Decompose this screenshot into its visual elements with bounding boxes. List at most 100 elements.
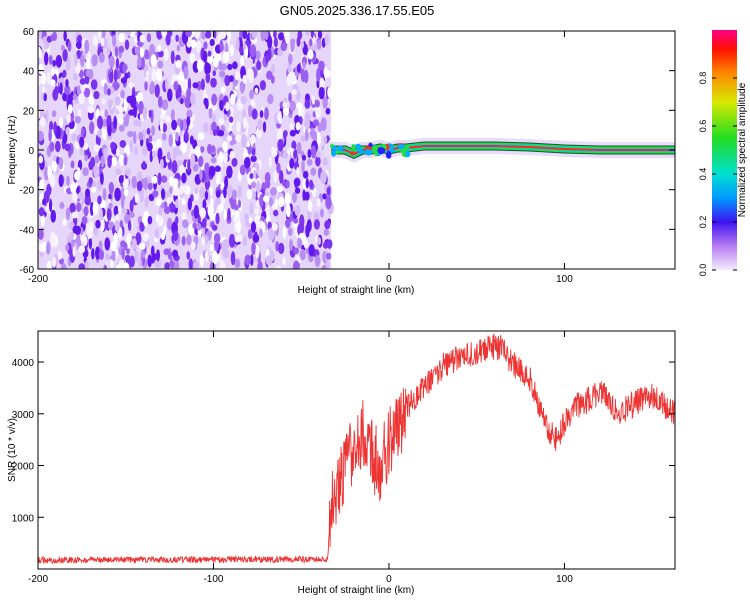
noise-blob (276, 128, 283, 143)
noise-blob (110, 141, 116, 150)
noise-blob (124, 39, 130, 51)
noise-blob (65, 78, 69, 88)
noise-blob (212, 56, 220, 68)
noise-blob (158, 207, 163, 216)
noise-blob (118, 125, 125, 132)
noise-blob (179, 98, 184, 105)
noise-blob (50, 34, 56, 41)
noise-blob (263, 195, 270, 203)
noise-blob (170, 109, 175, 122)
noise-blob (271, 222, 278, 232)
noise-blob (254, 231, 258, 243)
noise-blob (181, 212, 187, 222)
noise-blob (180, 71, 185, 82)
colorbar-tick-label: 0.6 (698, 120, 708, 133)
signal-blob (405, 150, 411, 158)
noise-blob (170, 50, 175, 65)
noise-blob (318, 60, 325, 73)
noise-blob (192, 82, 199, 89)
noise-blob (65, 207, 71, 221)
noise-blob (324, 34, 330, 46)
noise-blob (251, 242, 256, 255)
noise-blob (59, 82, 63, 95)
noise-blob (86, 229, 93, 239)
noise-blob (294, 204, 301, 217)
noise-blob (150, 54, 157, 67)
noise-blob (324, 220, 331, 230)
noise-blob (103, 147, 108, 162)
noise-blob (157, 60, 164, 69)
noise-blob (302, 61, 306, 69)
noise-blob (157, 172, 162, 186)
noise-blob (134, 192, 139, 204)
noise-blob (137, 55, 142, 69)
noise-blob (223, 208, 227, 221)
noise-blob (215, 189, 221, 199)
noise-blob (142, 106, 148, 121)
noise-blob (234, 71, 241, 81)
noise-blob (171, 119, 178, 131)
noise-blob (322, 193, 327, 200)
noise-blob (60, 44, 65, 52)
noise-blob (259, 80, 267, 91)
noise-blob (93, 144, 100, 153)
noise-blob (172, 249, 179, 258)
noise-blob (323, 228, 330, 236)
noise-blob (200, 78, 205, 91)
noise-blob (201, 218, 207, 229)
noise-blob (316, 198, 321, 208)
noise-blob (299, 116, 303, 125)
noise-blob (143, 177, 149, 191)
noise-blob (277, 32, 285, 41)
noise-blob (163, 248, 170, 256)
noise-blob (308, 244, 315, 257)
noise-blob (129, 255, 135, 268)
noise-blob (155, 138, 162, 150)
noise-blob (163, 206, 171, 215)
snr-x-label: Height of straight line (km) (298, 585, 415, 596)
noise-blob (219, 260, 226, 269)
noise-blob (293, 217, 299, 224)
noise-blob (52, 256, 57, 268)
noise-blob (296, 166, 300, 176)
noise-blob (114, 96, 121, 106)
noise-blob (249, 44, 257, 58)
noise-blob (305, 178, 310, 189)
noise-blob (186, 87, 192, 99)
noise-blob (280, 42, 287, 51)
spectrogram-x-tick-label: -200 (28, 274, 48, 285)
noise-blob (284, 218, 291, 229)
noise-blob (310, 167, 317, 176)
noise-blob (162, 132, 167, 141)
noise-blob (138, 131, 144, 141)
noise-blob (320, 117, 327, 132)
noise-blob (205, 72, 211, 84)
noise-blob (243, 116, 247, 129)
noise-blob (205, 31, 212, 39)
noise-blob (139, 220, 145, 232)
noise-blob (78, 263, 86, 269)
noise-blob (146, 142, 153, 152)
noise-blob (121, 248, 125, 260)
noise-blob (124, 168, 131, 176)
noise-blob (287, 227, 293, 237)
noise-blob (186, 116, 191, 127)
noise-blob (38, 31, 43, 40)
noise-blob (320, 70, 324, 77)
noise-blob (65, 57, 71, 72)
noise-blob (129, 139, 133, 154)
noise-blob (80, 128, 85, 136)
noise-blob (142, 145, 148, 157)
noise-blob (172, 178, 179, 189)
noise-blob (79, 77, 86, 85)
noise-blob (316, 67, 321, 82)
noise-blob (298, 108, 302, 117)
noise-blob (288, 213, 294, 222)
noise-blob (179, 184, 184, 195)
noise-blob (180, 141, 188, 154)
noise-blob (142, 160, 146, 169)
noise-blob (302, 170, 309, 179)
noise-blob (217, 129, 225, 137)
noise-blob (169, 260, 175, 268)
